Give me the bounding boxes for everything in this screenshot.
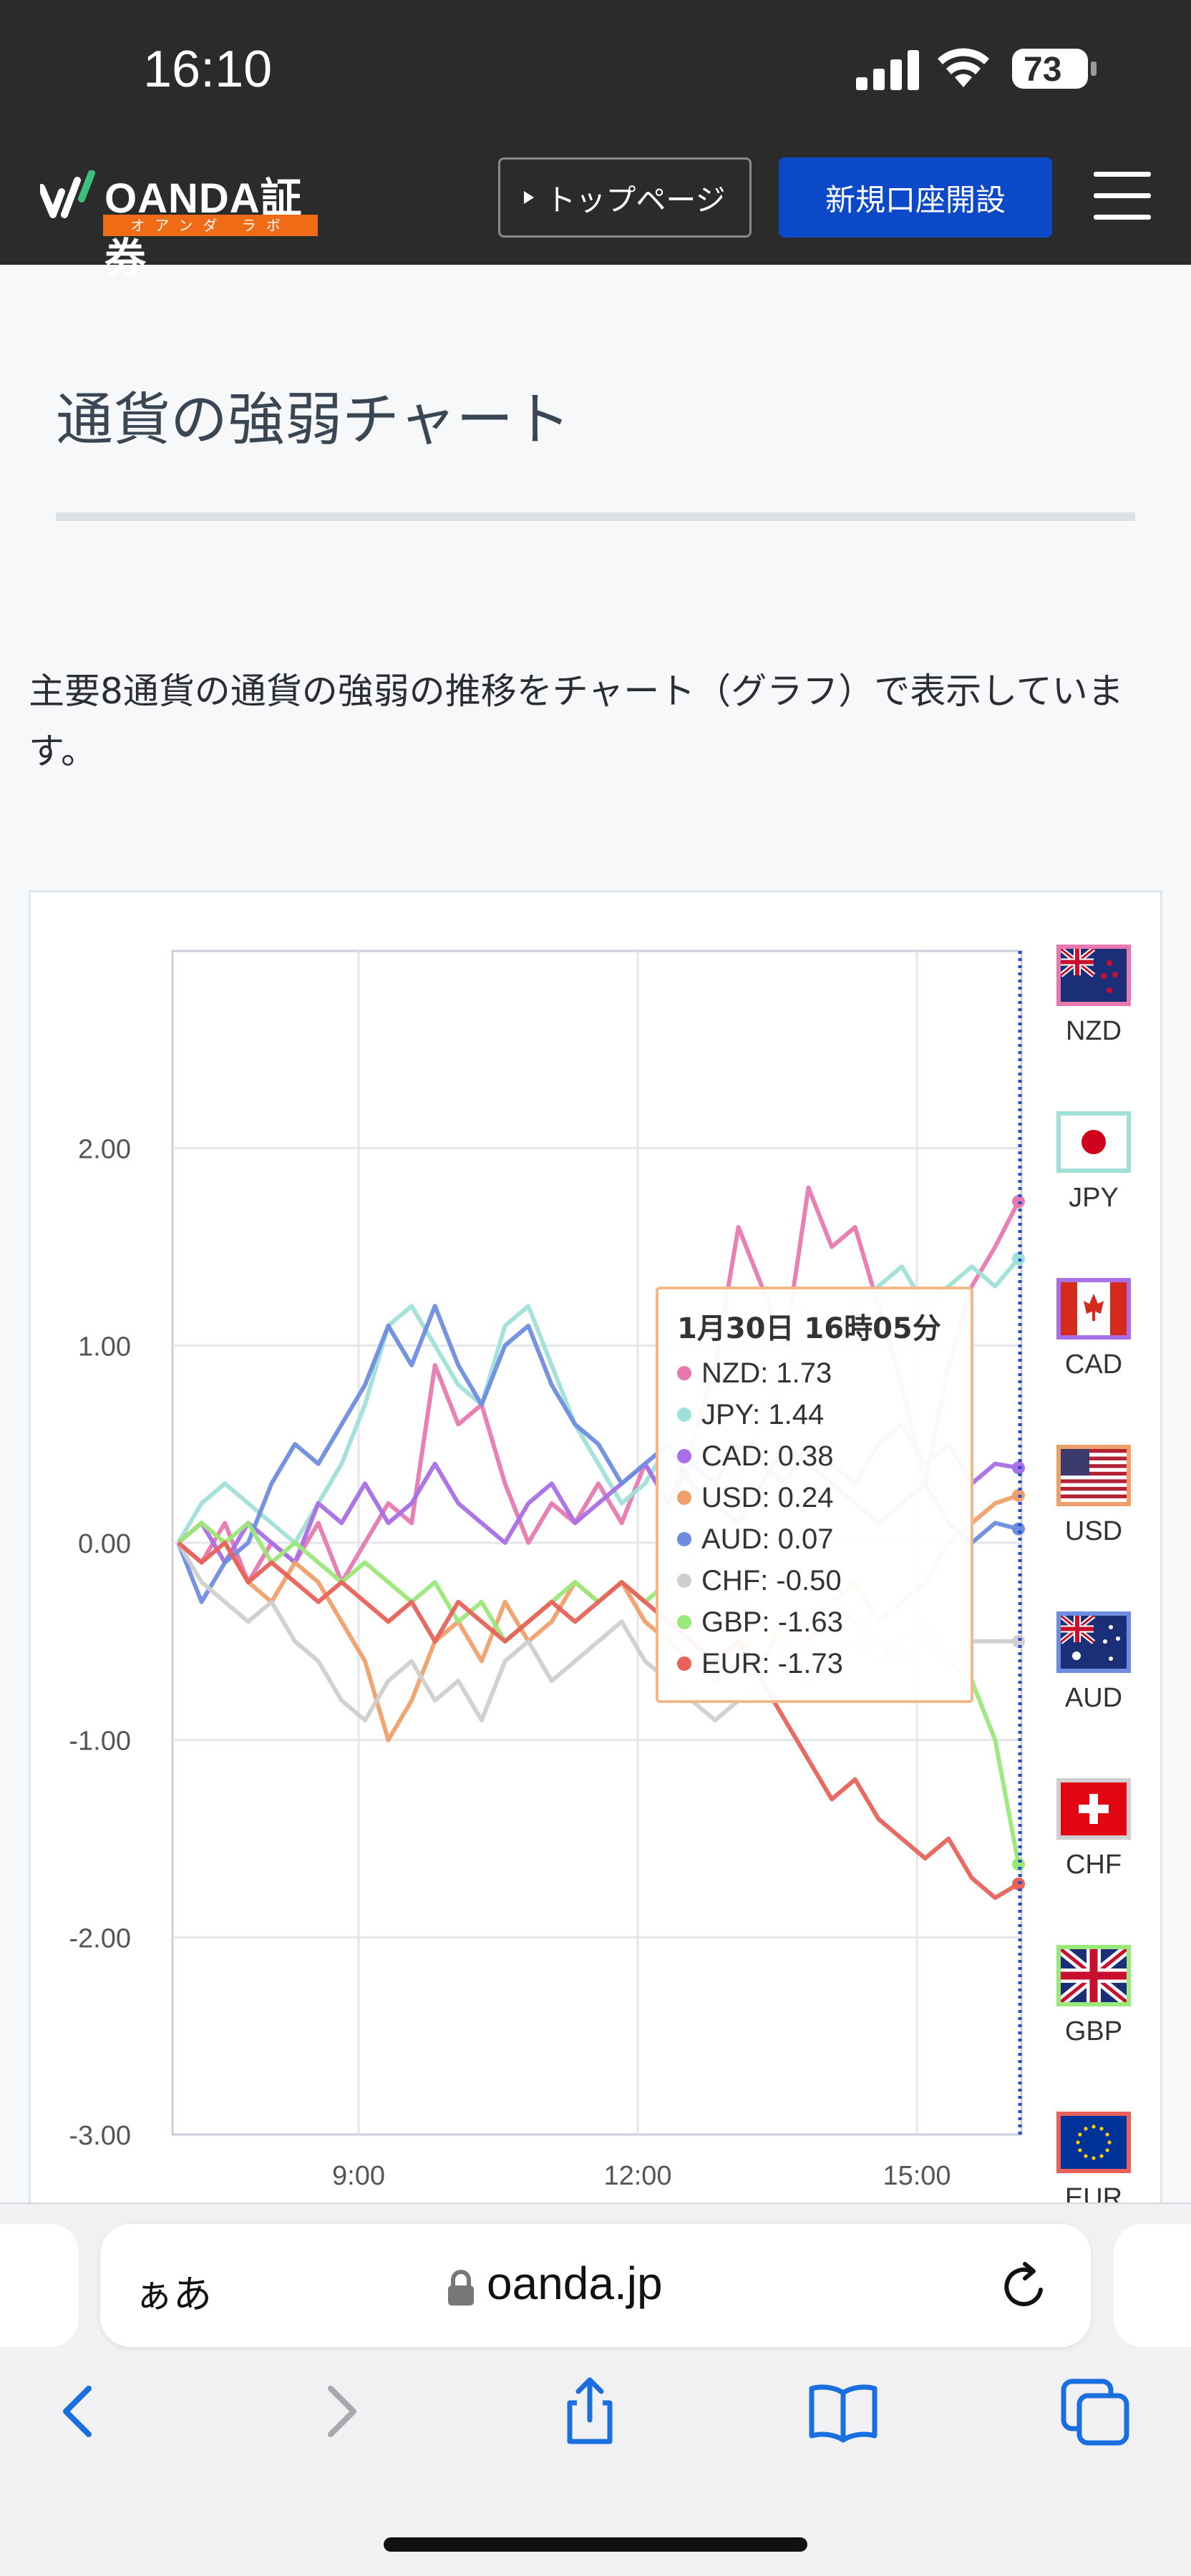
x-tick-label: 15:00 <box>883 2161 951 2191</box>
next-tab-preview[interactable] <box>1114 2224 1191 2347</box>
tooltip-row: USD: 0.24 <box>677 1477 952 1518</box>
battery-level: 73 <box>1024 51 1062 89</box>
bookmarks-icon[interactable] <box>807 2376 879 2447</box>
eur-flag-icon <box>1056 2112 1131 2173</box>
usd-flag-icon <box>1056 1445 1131 1506</box>
flag-label: CHF <box>1065 1850 1122 1880</box>
tooltip-value: GBP: -1.63 <box>701 1606 843 1638</box>
previous-tab-preview[interactable] <box>0 2224 79 2347</box>
tooltip-value: NZD: 1.73 <box>701 1357 832 1389</box>
browser-nav-row <box>0 2376 1191 2469</box>
aud-flag-icon <box>1056 1611 1131 1673</box>
flag-label: CAD <box>1064 1350 1123 1380</box>
cellular-signal-icon <box>856 50 919 90</box>
open-account-button[interactable]: 新規口座開設 <box>779 157 1052 238</box>
tooltip-row: AUD: 0.07 <box>677 1518 952 1560</box>
y-tick-label: -2.00 <box>69 1923 131 1953</box>
series-color-dot <box>677 1407 691 1422</box>
series-color-dot <box>677 1574 691 1588</box>
page-title: 通貨の強弱チャート <box>56 386 571 453</box>
jpy-flag-icon <box>1056 1111 1131 1173</box>
tooltip-row: CHF: -0.50 <box>677 1560 952 1601</box>
top-page-label: トップページ <box>545 182 726 218</box>
series-line-eur <box>177 1541 1020 1901</box>
tooltip-value: USD: 0.24 <box>701 1481 834 1513</box>
y-tick-label: 0.00 <box>78 1529 131 1559</box>
home-indicator <box>384 2537 807 2552</box>
flag-label: USD <box>1064 1516 1123 1546</box>
reload-icon[interactable] <box>998 2261 1051 2314</box>
flag-label: NZD <box>1065 1016 1122 1046</box>
nzd-flag-icon <box>1056 945 1131 1006</box>
tooltip-row: CAD: 0.38 <box>677 1435 952 1477</box>
tooltip-value: CAD: 0.38 <box>701 1440 834 1472</box>
tabs-icon[interactable] <box>1059 2376 1131 2447</box>
battery-icon: 73 <box>1012 46 1098 92</box>
logo-subtitle: オアンダ ラボ <box>103 215 318 236</box>
tooltip-row: NZD: 1.73 <box>677 1352 952 1394</box>
title-divider <box>56 512 1135 521</box>
x-tick-label: 9:00 <box>332 2161 385 2191</box>
flag-label: GBP <box>1064 2016 1123 2046</box>
chart-plot[interactable]: 2.00 1.00 0.00 -1.00 -2.00 -3.00 9:00 12:00 15:0… <box>31 892 1165 2209</box>
flag-item-gbp[interactable]: GBP <box>1049 1945 1135 2088</box>
flag-item-usd[interactable]: USD <box>1049 1445 1135 1588</box>
tooltip-value: EUR: -1.73 <box>701 1647 843 1679</box>
tooltip-title: 1月30日 16時05分 <box>677 1312 941 1345</box>
wifi-icon <box>938 48 989 87</box>
back-icon[interactable] <box>44 2376 116 2447</box>
page-settings-button[interactable]: ぁあ <box>135 2272 212 2317</box>
series-color-dot <box>677 1491 691 1505</box>
series-color-dot <box>677 1615 691 1629</box>
site-header: OANDA証券 オアンダ ラボ トップページ 新規口座開設 <box>0 136 1191 282</box>
status-bar: 16:10 73 <box>0 0 1191 136</box>
y-tick-label: -3.00 <box>69 2121 131 2151</box>
logo-text: OANDA証券 <box>104 175 303 282</box>
tooltip-value: CHF: -0.50 <box>701 1564 842 1596</box>
tooltip-row: JPY: 1.44 <box>677 1394 952 1435</box>
x-tick-label: 12:00 <box>603 2161 671 2191</box>
y-tick-label: 1.00 <box>78 1332 131 1362</box>
chart-tooltip: 1月30日 16時05分 NZD: 1.73 JPY: 1.44 CAD: 0.38… <box>656 1287 973 1703</box>
forward-icon[interactable] <box>303 2376 375 2447</box>
status-time: 16:10 <box>143 41 273 98</box>
gbp-flag-icon <box>1056 1945 1131 2006</box>
play-triangle-icon <box>524 191 535 204</box>
flag-item-cad[interactable]: CAD <box>1049 1278 1135 1421</box>
tooltip-row: GBP: -1.63 <box>677 1601 952 1643</box>
logo-mark-icon <box>40 170 95 218</box>
flag-item-jpy[interactable]: JPY <box>1049 1111 1135 1254</box>
flag-item-chf[interactable]: CHF <box>1049 1778 1135 1921</box>
lock-icon <box>448 2270 474 2306</box>
hamburger-menu-icon[interactable] <box>1094 172 1151 222</box>
flag-label: JPY <box>1069 1183 1119 1213</box>
y-tick-label: 2.00 <box>78 1135 131 1165</box>
chf-flag-icon <box>1056 1778 1131 1840</box>
oanda-logo[interactable]: OANDA証券 オアンダ ラボ <box>40 165 326 282</box>
flag-item-nzd[interactable]: NZD <box>1049 945 1135 1088</box>
series-color-dot <box>677 1657 691 1671</box>
flag-label: AUD <box>1064 1683 1123 1713</box>
cad-flag-icon <box>1056 1278 1131 1340</box>
y-tick-label: -1.00 <box>69 1727 131 1757</box>
share-icon[interactable] <box>554 2376 626 2447</box>
flag-item-aud[interactable]: AUD <box>1049 1611 1135 1755</box>
tooltip-value: JPY: 1.44 <box>701 1398 825 1430</box>
tooltip-row: EUR: -1.73 <box>677 1643 952 1684</box>
address-bar[interactable]: ぁあ oanda.jp <box>100 2224 1091 2347</box>
browser-toolbar: ぁあ oanda.jp <box>0 2202 1191 2576</box>
url-text: oanda.jp <box>487 2258 663 2309</box>
series-color-dot <box>677 1449 691 1463</box>
series-color-dot <box>677 1532 691 1546</box>
currency-strength-chart: 2.00 1.00 0.00 -1.00 -2.00 -3.00 9:00 12:00 15:0… <box>29 890 1162 2321</box>
tooltip-value: AUD: 0.07 <box>701 1523 834 1555</box>
series-color-dot <box>677 1366 691 1380</box>
top-page-button[interactable]: トップページ <box>498 157 752 238</box>
page-description: 主要8通貨の通貨の強弱の推移をチャート（グラフ）で表示しています。 <box>29 670 1124 772</box>
